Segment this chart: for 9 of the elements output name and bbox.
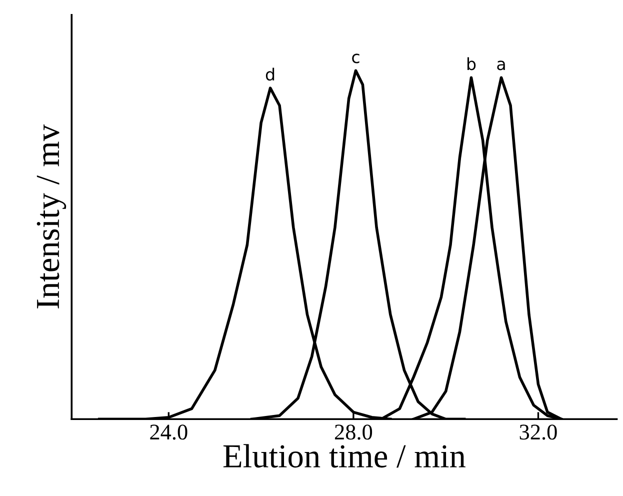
annotation: d xyxy=(266,68,274,81)
annotation: b xyxy=(467,57,476,70)
x-tick-label: 28.0 xyxy=(334,424,372,440)
y-axis-title: Intensity / mv xyxy=(36,124,66,308)
annotation: c xyxy=(352,54,360,64)
x-tick-label: 24.0 xyxy=(150,424,188,440)
x-tick-label: 32.0 xyxy=(520,424,557,440)
x-axis-title: Elution time / min xyxy=(223,444,466,468)
annotation: a xyxy=(497,60,505,70)
